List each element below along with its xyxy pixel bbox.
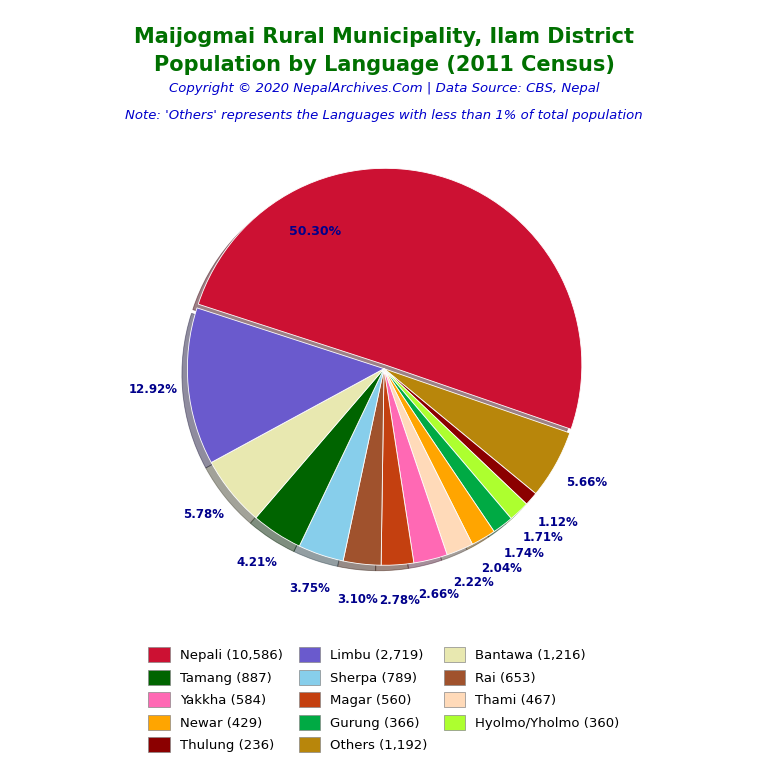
Wedge shape (300, 369, 384, 561)
Wedge shape (384, 369, 570, 494)
Text: 2.66%: 2.66% (419, 588, 459, 601)
Wedge shape (384, 369, 472, 554)
Text: 3.10%: 3.10% (338, 593, 379, 606)
Text: Maijogmai Rural Municipality, Ilam District: Maijogmai Rural Municipality, Ilam Distr… (134, 27, 634, 47)
Wedge shape (211, 369, 384, 518)
Text: 1.74%: 1.74% (504, 547, 545, 560)
Wedge shape (384, 369, 511, 531)
Text: Copyright © 2020 NepalArchives.Com | Data Source: CBS, Nepal: Copyright © 2020 NepalArchives.Com | Dat… (169, 82, 599, 95)
Wedge shape (343, 369, 384, 565)
Wedge shape (198, 168, 582, 429)
Text: 2.04%: 2.04% (481, 562, 521, 575)
Text: 1.12%: 1.12% (538, 516, 578, 529)
Wedge shape (381, 369, 414, 565)
Text: 5.66%: 5.66% (566, 475, 607, 488)
Text: Population by Language (2011 Census): Population by Language (2011 Census) (154, 55, 614, 75)
Text: 1.71%: 1.71% (523, 531, 564, 544)
Text: 12.92%: 12.92% (128, 383, 177, 396)
Wedge shape (384, 369, 527, 518)
Text: 2.78%: 2.78% (379, 594, 420, 607)
Wedge shape (384, 369, 536, 504)
Legend: Nepali (10,586), Tamang (887), Yakkha (584), Newar (429), Thulung (236), Limbu (: Nepali (10,586), Tamang (887), Yakkha (5… (143, 642, 625, 757)
Text: Note: 'Others' represents the Languages with less than 1% of total population: Note: 'Others' represents the Languages … (125, 109, 643, 122)
Wedge shape (384, 369, 494, 545)
Text: 4.21%: 4.21% (237, 557, 278, 570)
Text: 50.30%: 50.30% (289, 224, 341, 237)
Text: 3.75%: 3.75% (289, 582, 329, 594)
Wedge shape (384, 369, 447, 563)
Wedge shape (187, 308, 384, 462)
Wedge shape (256, 369, 384, 546)
Text: 5.78%: 5.78% (183, 508, 224, 521)
Text: 2.22%: 2.22% (453, 576, 494, 589)
